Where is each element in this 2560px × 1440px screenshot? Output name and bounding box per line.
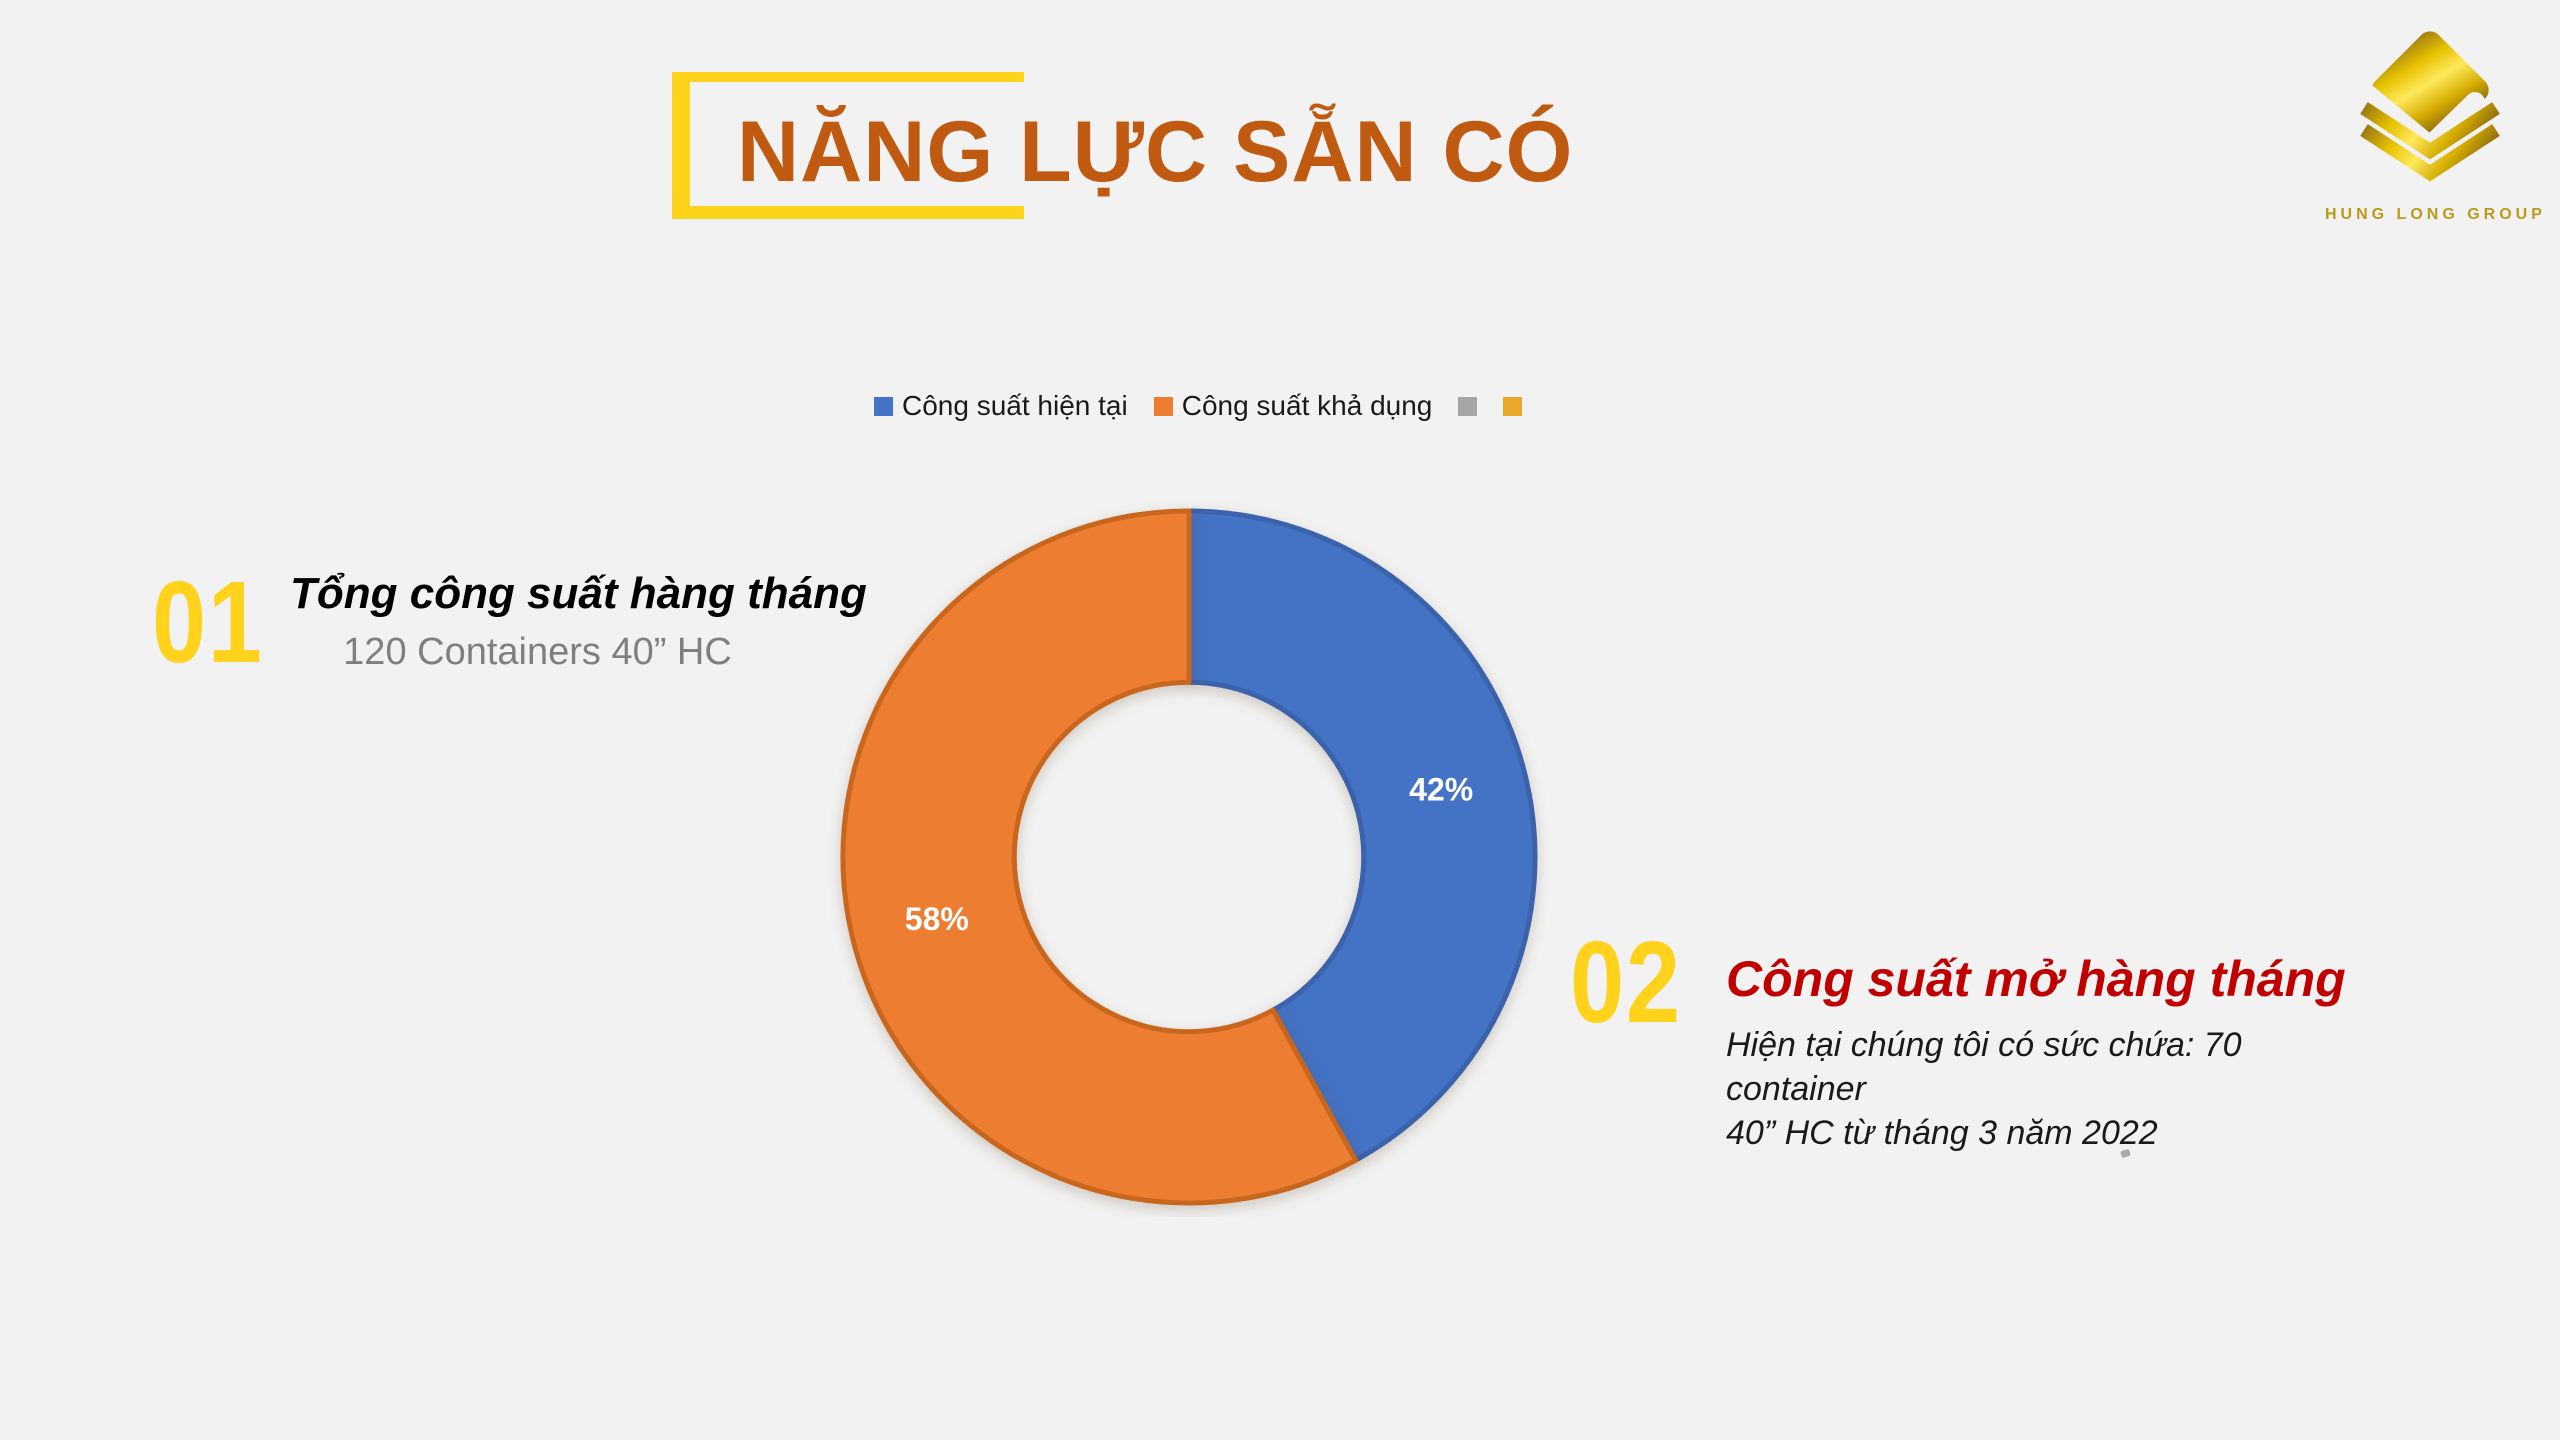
donut-chart-svg: 42% 58% <box>840 508 1538 1206</box>
item-block-01: Tổng công suất hàng tháng 120 Containers… <box>290 569 867 673</box>
item-description-02: Hiện tại chúng tôi có sức chứa: 70 conta… <box>1726 1025 2242 1152</box>
legend-label: Công suất khả dụng <box>1181 390 1433 421</box>
page-title: NĂNG LỰC SẴN CÓ <box>737 104 1574 200</box>
item-description-01: 120 Containers 40” HC <box>343 630 732 673</box>
donut-segment-0 <box>1186 508 1538 1163</box>
logo-company-name: HUNG LONG GROUP <box>2325 206 2546 223</box>
item-heading-01: Tổng công suất hàng tháng <box>290 569 867 618</box>
legend-swatch <box>1153 396 1173 416</box>
item-block-02: Công suất mở hàng tháng Hiện tại chúng t… <box>1726 951 2386 1155</box>
chart-legend: Công suất hiện tại Công suất khả dụng <box>874 390 1523 421</box>
stray-mark <box>2120 1148 2131 1159</box>
slice-label-1: 58% <box>905 901 969 937</box>
legend-label: Công suất hiện tại <box>902 390 1128 421</box>
donut-chart: 42% 58% <box>829 497 1549 1217</box>
legend-swatch <box>1503 396 1523 416</box>
donut-segment-1 <box>840 508 1359 1206</box>
item-number-01: 01 <box>152 557 264 687</box>
title-bracket <box>672 72 1024 219</box>
slice-label-0: 42% <box>1409 772 1473 808</box>
legend-item-3 <box>1503 396 1523 416</box>
legend-item-2 <box>1458 396 1478 416</box>
company-logo: HUNG LONG GROUP <box>2325 20 2546 224</box>
legend-swatch <box>1458 396 1478 416</box>
legend-item-1: Công suất khả dụng <box>1153 390 1433 421</box>
item-heading-02: Công suất mở hàng tháng <box>1726 951 2346 1007</box>
item-number-02: 02 <box>1570 917 1682 1047</box>
legend-swatch <box>874 396 893 416</box>
legend-item-0: Công suất hiện tại <box>874 392 1128 420</box>
logo-diamond-icon <box>2357 31 2500 182</box>
